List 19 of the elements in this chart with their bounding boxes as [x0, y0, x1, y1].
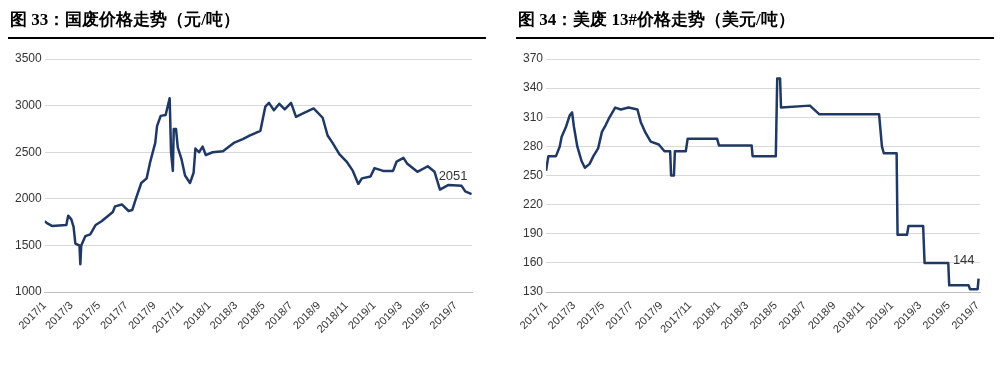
y-tick-label: 250 [522, 167, 544, 182]
chart-title: 图 34：美废 13#价格走势（美元/吨） [516, 2, 994, 39]
y-tick-label: 130 [522, 284, 544, 299]
y-tick-label: 2000 [14, 191, 43, 206]
y-tick-label: 2500 [14, 144, 43, 159]
y-tick-label: 1500 [14, 237, 43, 252]
y-tick-label: 310 [522, 109, 544, 124]
y-tick-label: 280 [522, 138, 544, 153]
y-tick-label: 1000 [14, 284, 43, 299]
y-tick-label: 160 [522, 255, 544, 270]
chart-title: 图 33：国废价格走势（元/吨） [8, 2, 486, 39]
y-tick-label: 190 [522, 226, 544, 241]
y-tick-label: 220 [522, 197, 544, 212]
y-tick-label: 340 [522, 80, 544, 95]
y-tick-label: 3500 [14, 51, 43, 66]
annotation: 2051 [438, 167, 468, 183]
annotation: 144 [952, 252, 975, 268]
y-tick-label: 3000 [14, 97, 43, 112]
y-tick-label: 370 [522, 51, 544, 66]
